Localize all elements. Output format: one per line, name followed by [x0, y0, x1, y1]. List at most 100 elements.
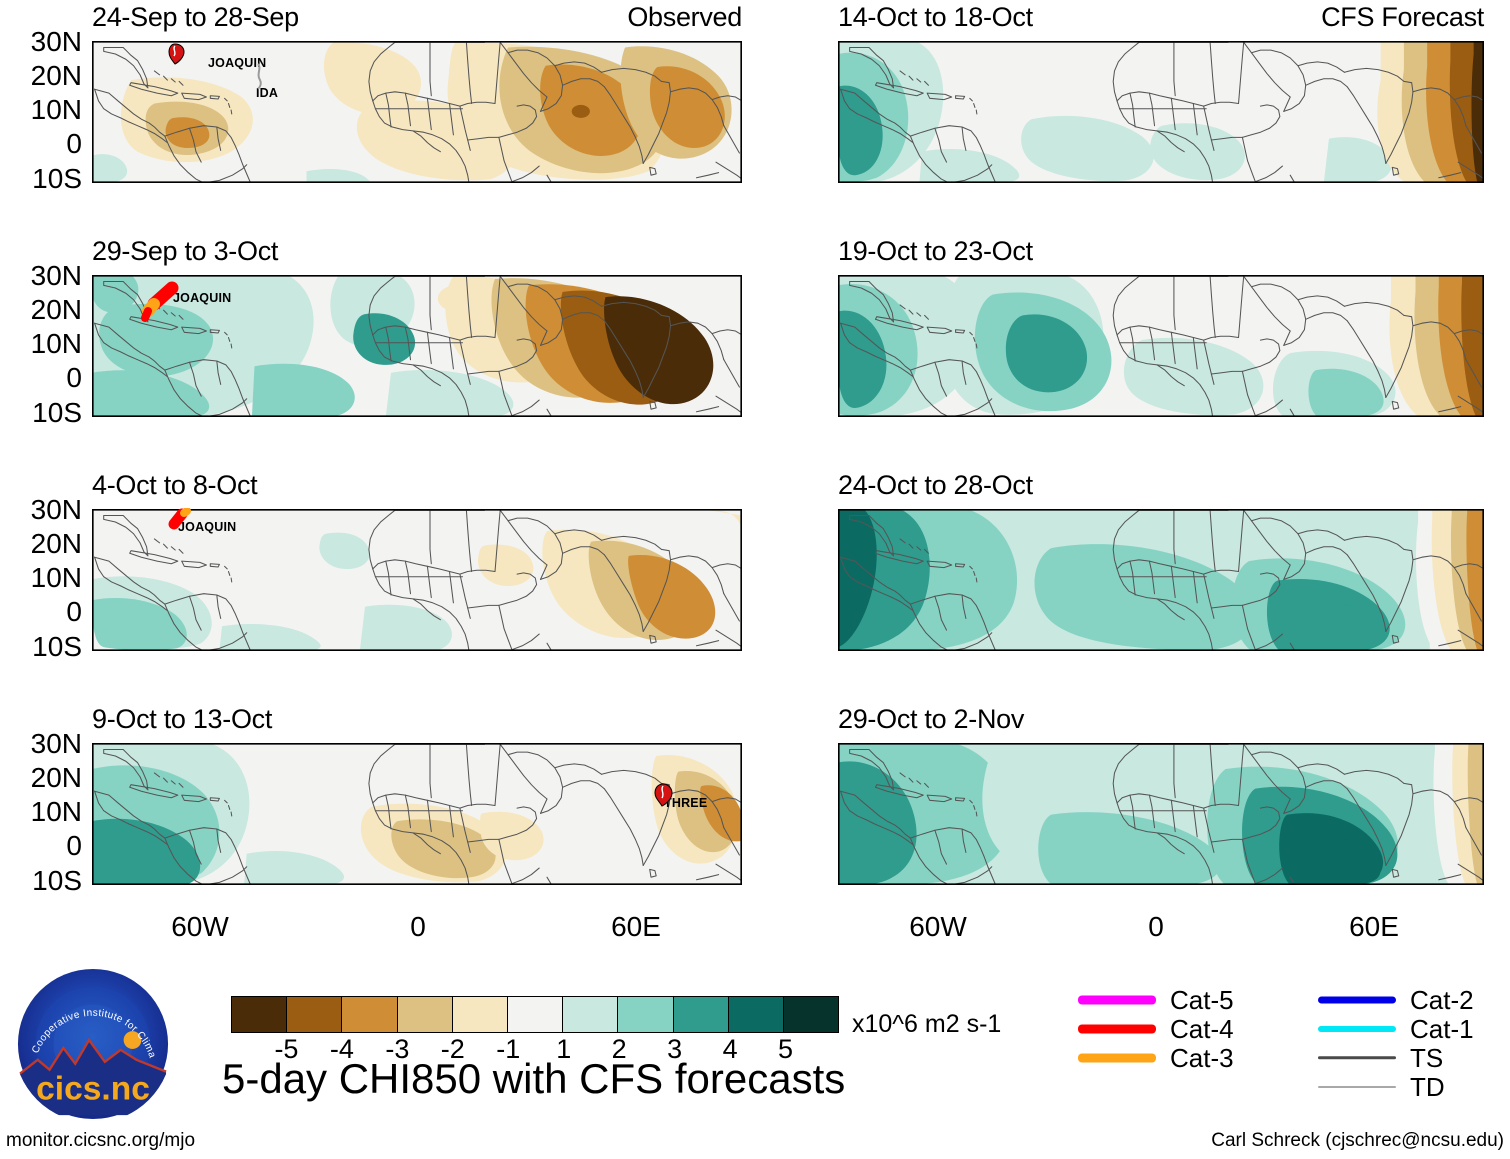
map-obs-3[interactable] [92, 509, 742, 651]
map-obs-1[interactable] [92, 41, 742, 183]
storm-label-joaquin-obs-2: JOAQUIN [173, 291, 232, 305]
y-axis-label-obs-4-0: 0 [66, 830, 82, 861]
y-axis-label-obs-3-30N: 30N [30, 494, 82, 525]
colorbar-swatch-2 [341, 997, 397, 1032]
contour-field-obs-2 [92, 275, 714, 417]
storm-track-joaquin-obs-3 [168, 508, 191, 530]
contour-field-obs-1 [92, 42, 732, 183]
storm-label-three-obs-4: THREE [664, 796, 708, 810]
colorbar: -5 -4 -3 -2 -1 1 2 3 4 5 [231, 996, 841, 1063]
contour-field-fcst-4 [838, 743, 1484, 885]
logo-wordmark: cics.nc [36, 1070, 150, 1107]
colorbar-tick--2: -2 [440, 1034, 465, 1064]
y-axis-label-obs-3-0: 0 [66, 596, 82, 627]
legend-row-cat-2: Cat-2 [1318, 985, 1510, 1014]
x-axis-label-obs-60W: 60W [171, 911, 229, 942]
colorbar-tick-4: 4 [722, 1034, 738, 1064]
x-axis-label-fcst-60E: 60E [1349, 911, 1399, 942]
legend-line-swatch-cat-4 [1078, 1024, 1156, 1033]
legend-line-swatch-cat-1 [1318, 1025, 1396, 1032]
y-axis-label-obs-1-10N: 10N [30, 94, 82, 125]
panel-obs-2-title: 29-Sep to 3-Oct [92, 236, 279, 266]
legend-label-cat-4: Cat-4 [1170, 1013, 1234, 1044]
legend-row-cat-4: Cat-4 [1078, 1014, 1298, 1043]
y-axis-label-obs-4-10N: 10N [30, 796, 82, 827]
colorbar-swatch-8 [672, 997, 728, 1032]
map-fcst-1[interactable] [838, 41, 1484, 183]
colorbar-swatch-4 [451, 997, 507, 1032]
storm-track-joaquin-obs-2 [141, 281, 179, 322]
contour-field-obs-4 [92, 743, 742, 885]
legend-row-td: TD [1318, 1072, 1510, 1101]
colorbar-swatch-0 [232, 997, 287, 1032]
storm-label-joaquin-obs-3: JOAQUIN [178, 520, 237, 534]
y-axis-label-obs-4-20N: 20N [30, 762, 82, 793]
colorbar-tick--1: -1 [496, 1034, 521, 1064]
legend-row-cat-3: Cat-3 [1078, 1043, 1298, 1072]
storm-label-ida-obs-1: IDA [256, 86, 279, 100]
map-fcst-4[interactable] [838, 743, 1484, 885]
legend-row-ts: TS [1318, 1043, 1510, 1072]
legend-label-cat-1: Cat-1 [1410, 1013, 1474, 1044]
y-axis-label-obs-1-20N: 20N [30, 60, 82, 91]
panel-obs-1-title: 24-Sep to 28-Sep [92, 2, 299, 32]
map-fcst-2[interactable] [838, 275, 1484, 417]
contour-field-fcst-1 [838, 41, 1484, 183]
legend-label-ts: TS [1410, 1042, 1444, 1073]
y-axis-label-obs-3-20N: 20N [30, 528, 82, 559]
colorbar-gradient[interactable] [231, 996, 839, 1033]
colorbar-swatch-1 [286, 997, 342, 1032]
contour-field-obs-3 [92, 510, 742, 651]
legend-row-cat-5: Cat-5 [1078, 985, 1298, 1014]
legend-line-swatch-cat-5 [1078, 995, 1156, 1004]
storm-legend-right: Cat-2 Cat-1 TS TD [1318, 985, 1510, 1101]
forecast-column-tag: CFS Forecast [1321, 2, 1484, 32]
panel-fcst-4-title: 29-Oct to 2-Nov [838, 704, 1025, 734]
panel-fcst-3-title: 24-Oct to 28-Oct [838, 470, 1033, 500]
y-axis-label-obs-1-30N: 30N [30, 26, 82, 57]
storm-label-joaquin-obs-1: JOAQUIN [208, 56, 267, 70]
colorbar-tick-5: 5 [778, 1034, 794, 1064]
legend-label-td: TD [1410, 1071, 1445, 1102]
legend-label-cat-3: Cat-3 [1170, 1042, 1234, 1073]
y-axis-label-obs-2-10N: 10N [30, 328, 82, 359]
colorbar-swatch-6 [562, 997, 618, 1032]
map-obs-4[interactable] [92, 743, 742, 885]
legend-label-cat-5: Cat-5 [1170, 984, 1234, 1015]
footer-author-credit: Carl Schreck (cjschrec@ncsu.edu) [1211, 1130, 1504, 1151]
panel-obs-3-title: 4-Oct to 8-Oct [92, 470, 258, 500]
legend-line-swatch-cat-3 [1078, 1053, 1156, 1062]
panel-fcst-1-title: 14-Oct to 18-Oct [838, 2, 1033, 32]
x-axis-label-fcst-0: 0 [1148, 911, 1164, 942]
storm-marker-three-obs-4 [654, 783, 673, 807]
colorbar-tick--4: -4 [329, 1034, 354, 1064]
storm-marker-ida-obs-1 [257, 63, 262, 90]
contour-field-fcst-2 [838, 275, 1484, 417]
footer-site-url[interactable]: monitor.cicsnc.org/mjo [6, 1130, 196, 1151]
y-axis-label-obs-1-0: 0 [66, 128, 82, 159]
legend-row-cat-1: Cat-1 [1318, 1014, 1510, 1043]
x-axis-label-fcst-60W: 60W [909, 911, 967, 942]
colorbar-swatch-3 [396, 997, 452, 1032]
colorbar-tick-2: 2 [611, 1034, 627, 1064]
y-axis-label-obs-1-10S: 10S [32, 163, 82, 194]
map-fcst-3[interactable] [838, 509, 1484, 651]
panel-obs-4-title: 9-Oct to 13-Oct [92, 704, 273, 734]
y-axis-label-obs-2-20N: 20N [30, 294, 82, 325]
map-obs-2[interactable] [92, 275, 742, 417]
legend-line-swatch-cat-2 [1318, 996, 1396, 1003]
x-axis-label-obs-60E: 60E [611, 911, 661, 942]
y-axis-label-obs-2-30N: 30N [30, 260, 82, 291]
storm-marker-joaquin-obs-1 [168, 43, 185, 65]
colorbar-swatch-7 [617, 997, 673, 1032]
y-axis-label-obs-3-10N: 10N [30, 562, 82, 593]
y-axis-label-obs-3-10S: 10S [32, 631, 82, 662]
colorbar-tick--5: -5 [274, 1034, 299, 1064]
colorbar-swatch-5 [506, 997, 563, 1032]
y-axis-label-obs-4-10S: 10S [32, 865, 82, 896]
colorbar-swatch-9 [727, 997, 783, 1032]
colorbar-tick--3: -3 [385, 1034, 410, 1064]
colorbar-swatch-10 [782, 997, 839, 1032]
storm-legend-left: Cat-5 Cat-4 Cat-3 [1078, 985, 1298, 1072]
